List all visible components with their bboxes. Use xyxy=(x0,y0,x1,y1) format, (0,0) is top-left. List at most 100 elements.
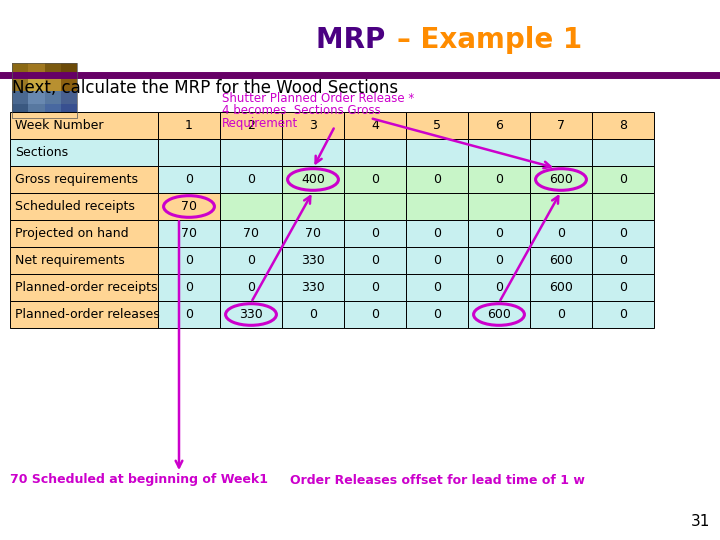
Text: MRP: MRP xyxy=(316,26,395,54)
Text: 5: 5 xyxy=(433,119,441,132)
Bar xyxy=(12,63,28,77)
Text: 0: 0 xyxy=(619,281,627,294)
Bar xyxy=(530,220,592,247)
Text: 1: 1 xyxy=(185,119,193,132)
Text: Planned-order receipts: Planned-order receipts xyxy=(15,281,158,294)
Text: 600: 600 xyxy=(487,308,511,321)
Text: Order Releases offset for lead time of 1 w: Order Releases offset for lead time of 1… xyxy=(290,474,585,487)
Bar xyxy=(530,112,592,139)
Bar xyxy=(530,247,592,274)
Bar xyxy=(220,112,282,139)
Text: 2: 2 xyxy=(247,119,255,132)
Bar xyxy=(592,220,654,247)
Text: 0: 0 xyxy=(619,308,627,321)
Bar xyxy=(282,220,344,247)
Bar xyxy=(406,220,468,247)
Text: – Example 1: – Example 1 xyxy=(397,26,582,54)
Bar xyxy=(28,104,45,118)
Text: 3: 3 xyxy=(309,119,317,132)
Text: Sections: Sections xyxy=(15,146,68,159)
Bar xyxy=(12,91,28,104)
Text: 600: 600 xyxy=(549,254,573,267)
Bar xyxy=(530,166,592,193)
Bar xyxy=(10,301,158,328)
Bar xyxy=(220,139,282,166)
Text: 0: 0 xyxy=(247,281,255,294)
Text: 330: 330 xyxy=(301,281,325,294)
Text: 70: 70 xyxy=(305,227,321,240)
Bar xyxy=(158,112,220,139)
Bar xyxy=(12,104,28,118)
Bar xyxy=(45,63,60,77)
Bar xyxy=(28,77,45,91)
Bar xyxy=(282,274,344,301)
Bar xyxy=(406,139,468,166)
Bar xyxy=(12,63,77,118)
Text: 330: 330 xyxy=(301,254,325,267)
Bar xyxy=(60,77,77,91)
Text: 330: 330 xyxy=(239,308,263,321)
Text: 0: 0 xyxy=(557,227,565,240)
Text: 0: 0 xyxy=(371,281,379,294)
Text: 0: 0 xyxy=(247,173,255,186)
Text: 31: 31 xyxy=(690,515,710,530)
Bar xyxy=(45,104,60,118)
Bar xyxy=(406,112,468,139)
Bar xyxy=(282,247,344,274)
Text: 0: 0 xyxy=(495,227,503,240)
Bar xyxy=(60,91,77,104)
Bar xyxy=(220,274,282,301)
Bar xyxy=(10,112,158,139)
Text: 0: 0 xyxy=(185,281,193,294)
Bar xyxy=(468,220,530,247)
Bar xyxy=(344,301,406,328)
Text: 0: 0 xyxy=(557,308,565,321)
Text: Net requirements: Net requirements xyxy=(15,254,125,267)
Bar xyxy=(158,301,220,328)
Text: 0: 0 xyxy=(185,173,193,186)
Bar xyxy=(406,301,468,328)
Bar xyxy=(344,139,406,166)
Text: Week Number: Week Number xyxy=(15,119,104,132)
Text: Scheduled receipts: Scheduled receipts xyxy=(15,200,135,213)
Bar xyxy=(344,166,406,193)
Bar xyxy=(28,91,45,104)
Bar xyxy=(10,139,158,166)
Text: 0: 0 xyxy=(371,308,379,321)
Text: 70 Scheduled at beginning of Week1: 70 Scheduled at beginning of Week1 xyxy=(10,474,268,487)
Bar xyxy=(158,193,220,220)
Bar xyxy=(220,193,282,220)
Bar xyxy=(530,193,592,220)
Text: 0: 0 xyxy=(433,227,441,240)
Bar xyxy=(60,104,77,118)
Bar xyxy=(592,112,654,139)
Bar xyxy=(220,247,282,274)
Bar xyxy=(10,193,158,220)
Bar xyxy=(10,274,158,301)
Bar xyxy=(468,274,530,301)
Bar xyxy=(468,139,530,166)
Bar xyxy=(468,301,530,328)
Text: 0: 0 xyxy=(371,173,379,186)
Text: 0: 0 xyxy=(371,227,379,240)
Text: 600: 600 xyxy=(549,281,573,294)
Text: 0: 0 xyxy=(619,227,627,240)
Bar xyxy=(10,220,158,247)
Text: 0: 0 xyxy=(619,173,627,186)
Bar xyxy=(344,193,406,220)
Bar xyxy=(406,247,468,274)
Text: 70: 70 xyxy=(181,227,197,240)
Text: Requirement: Requirement xyxy=(222,118,298,131)
Text: 6: 6 xyxy=(495,119,503,132)
Bar xyxy=(10,166,158,193)
Bar xyxy=(468,193,530,220)
Bar xyxy=(592,139,654,166)
Text: 0: 0 xyxy=(371,254,379,267)
Text: 0: 0 xyxy=(619,254,627,267)
Bar xyxy=(220,220,282,247)
Bar xyxy=(282,139,344,166)
Text: 7: 7 xyxy=(557,119,565,132)
Bar xyxy=(10,247,158,274)
Bar xyxy=(344,112,406,139)
Text: 0: 0 xyxy=(433,173,441,186)
